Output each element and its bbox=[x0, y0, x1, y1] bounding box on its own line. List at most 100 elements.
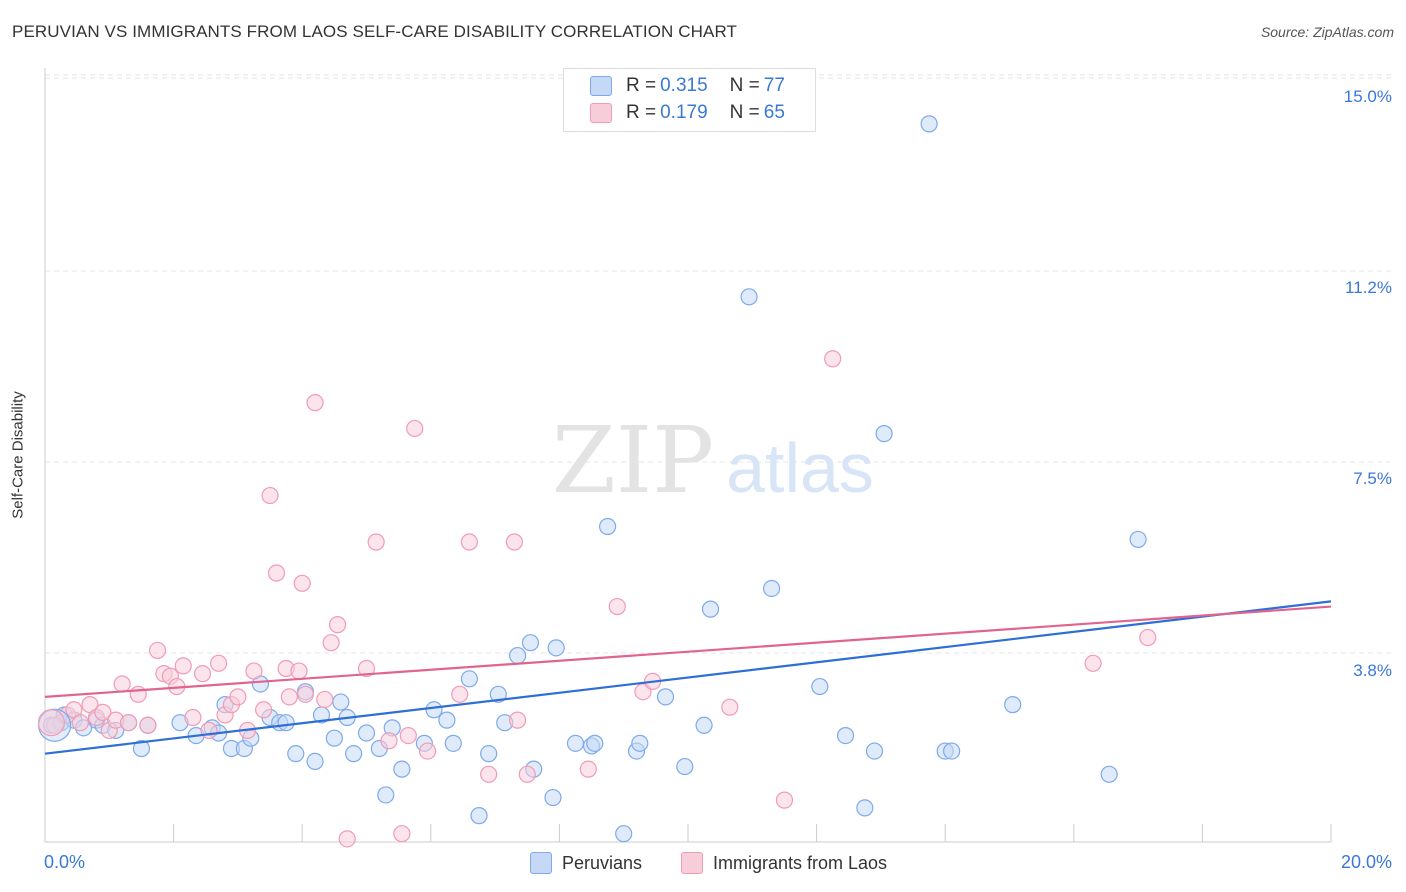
laos-point bbox=[393, 825, 411, 843]
laos-point bbox=[71, 714, 89, 732]
peruvian-point bbox=[875, 425, 893, 443]
laos-point bbox=[148, 641, 167, 660]
laos-point bbox=[174, 657, 192, 675]
peruvian-point bbox=[811, 677, 829, 696]
peruvian-point bbox=[1004, 696, 1022, 714]
points-layer bbox=[37, 115, 1157, 848]
peruvian-point bbox=[332, 693, 350, 711]
legend-row-peruvians: R = 0.315 N = 77 bbox=[590, 75, 785, 97]
laos-point bbox=[579, 760, 597, 778]
peruvian-point bbox=[920, 115, 938, 133]
peruvian-point bbox=[1100, 765, 1118, 783]
correlation-legend: R = 0.315 N = 77 R = 0.179 N = 65 bbox=[563, 68, 816, 132]
grid-layer bbox=[45, 74, 1394, 654]
legend-label-laos: Immigrants from Laos bbox=[713, 852, 888, 873]
trend-layer bbox=[44, 600, 1332, 755]
bottom-legend-peruvians: Peruvians bbox=[530, 852, 642, 874]
bottom-legend-laos: Immigrants from Laos bbox=[681, 852, 887, 874]
source-note: Source: ZipAtlas.com bbox=[1260, 24, 1394, 40]
laos-point bbox=[113, 675, 131, 693]
laos-point bbox=[94, 703, 112, 721]
laos-point bbox=[290, 662, 308, 680]
laos-point bbox=[267, 564, 286, 582]
laos-point bbox=[824, 350, 842, 368]
y-tick-label: 7.5% bbox=[1353, 469, 1392, 488]
laos-point bbox=[129, 685, 147, 703]
laos-point bbox=[367, 533, 385, 551]
laos-point bbox=[406, 419, 424, 438]
laos-point bbox=[296, 685, 315, 703]
laos-point bbox=[1084, 654, 1102, 672]
legend-r-value: 0.179 bbox=[660, 102, 708, 123]
peruvian-point bbox=[345, 745, 363, 763]
laos-point bbox=[293, 574, 311, 592]
legend-swatch-laos bbox=[681, 852, 703, 874]
laos-point bbox=[721, 698, 739, 716]
laos-point bbox=[119, 714, 138, 732]
laos-point bbox=[261, 486, 279, 505]
laos-point bbox=[399, 726, 417, 745]
laos-point bbox=[306, 394, 324, 412]
x-tick-label-max: 20.0% bbox=[1340, 852, 1392, 872]
laos-point bbox=[316, 690, 334, 709]
peruvian-point bbox=[943, 742, 961, 760]
peruvian-point bbox=[1129, 530, 1147, 549]
laos-point bbox=[460, 533, 478, 551]
legend-n-value: 65 bbox=[763, 102, 785, 123]
peruvian-point bbox=[509, 646, 527, 665]
legend-swatch-laos bbox=[590, 103, 612, 123]
peruvian-point bbox=[377, 786, 395, 804]
laos-point bbox=[322, 634, 340, 652]
chart-title: PERUVIAN VS IMMIGRANTS FROM LAOS SELF-CA… bbox=[12, 22, 738, 41]
peruvian-point bbox=[586, 734, 604, 752]
peruvian-point bbox=[460, 670, 478, 688]
peruvian-point bbox=[132, 739, 151, 758]
peruvian-point bbox=[544, 788, 562, 807]
laos-point bbox=[451, 685, 469, 703]
laos-point bbox=[328, 616, 347, 634]
laos-point bbox=[280, 688, 298, 706]
peruvian-point bbox=[489, 685, 507, 703]
laos-point bbox=[509, 711, 527, 729]
laos-point bbox=[1139, 628, 1157, 647]
watermark-atlas: atlas bbox=[726, 429, 874, 507]
peruvian-point bbox=[615, 825, 633, 843]
peruvian-point bbox=[547, 639, 565, 657]
watermark-zip: ZIP bbox=[552, 407, 714, 514]
laos-point bbox=[418, 742, 437, 760]
peruvian-point bbox=[856, 799, 874, 817]
laos-point bbox=[255, 701, 273, 719]
peruvian-point bbox=[566, 734, 585, 752]
laos-point bbox=[200, 721, 218, 740]
laos-point bbox=[518, 765, 536, 783]
legend-r-label: R = bbox=[626, 102, 657, 123]
peruvian-point bbox=[470, 807, 488, 825]
laos-trendline bbox=[44, 605, 1332, 698]
legend-r-label: R = bbox=[626, 75, 657, 96]
peruvian-trendline bbox=[44, 600, 1332, 755]
laos-point bbox=[139, 716, 157, 734]
peruvian-point bbox=[287, 745, 305, 763]
laos-point bbox=[608, 597, 626, 616]
y-tick-label: 11.2% bbox=[1345, 278, 1392, 297]
laos-point bbox=[245, 662, 263, 680]
legend-n-value: 77 bbox=[763, 75, 785, 96]
peruvian-point bbox=[599, 517, 617, 536]
laos-point bbox=[480, 765, 498, 783]
peruvian-point bbox=[444, 734, 462, 752]
legend-row-laos: R = 0.179 N = 65 bbox=[590, 102, 785, 124]
y-tick-label: 15.0% bbox=[1343, 87, 1392, 106]
laos-point bbox=[505, 533, 523, 551]
laos-point bbox=[193, 665, 212, 683]
laos-point bbox=[338, 830, 356, 848]
peruvian-point bbox=[695, 716, 713, 734]
y-tick-label: 3.8% bbox=[1353, 661, 1392, 680]
peruvian-point bbox=[438, 711, 456, 729]
laos-cluster-point bbox=[37, 709, 66, 737]
x-tick-label-min: 0.0% bbox=[44, 852, 86, 872]
watermark: ZIP atlas bbox=[552, 407, 874, 514]
legend-label-peruvians: Peruvians bbox=[562, 852, 643, 873]
peruvian-point bbox=[306, 752, 324, 771]
peruvian-point bbox=[631, 734, 649, 752]
